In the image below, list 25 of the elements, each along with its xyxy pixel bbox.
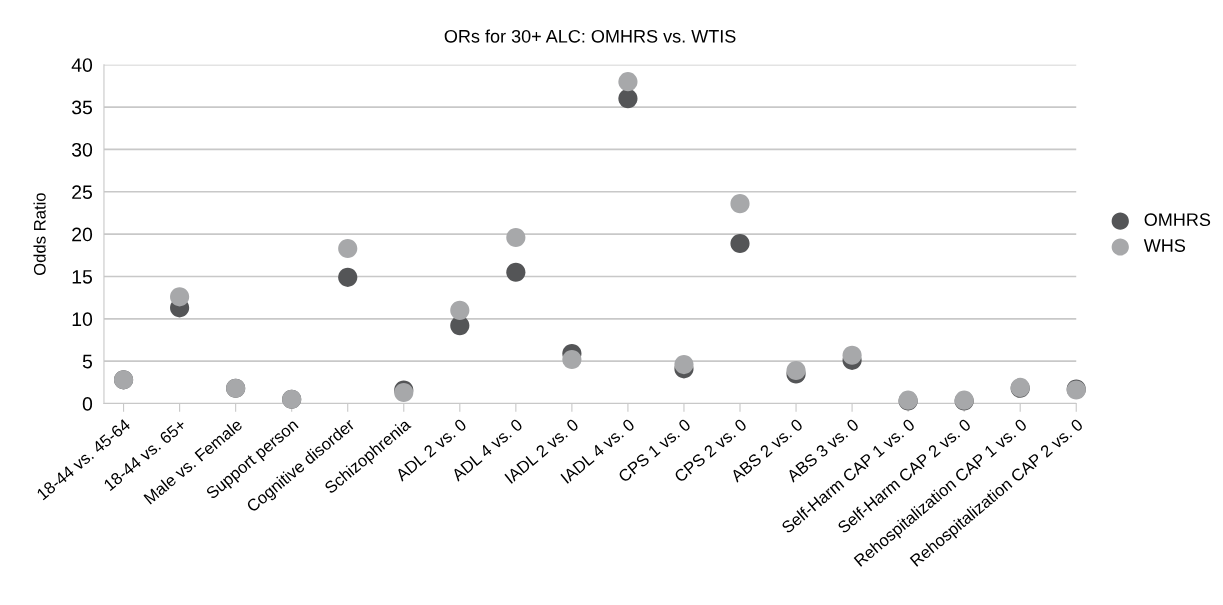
point bbox=[730, 233, 750, 254]
point bbox=[338, 267, 358, 287]
y-tick-label: 30 bbox=[71, 142, 93, 157]
point bbox=[506, 227, 526, 248]
legend-label: OMHRS bbox=[1144, 213, 1211, 227]
y-tick-label: 40 bbox=[71, 58, 93, 72]
point bbox=[618, 89, 638, 109]
y-tick-label: 5 bbox=[82, 354, 93, 369]
y-axis-title: Odds Ratio bbox=[33, 193, 46, 276]
legend-label: WHS bbox=[1143, 239, 1186, 252]
point bbox=[562, 349, 582, 370]
point bbox=[842, 345, 862, 365]
y-tick-label: 0 bbox=[82, 397, 93, 411]
point bbox=[618, 72, 638, 92]
point bbox=[170, 287, 190, 307]
point bbox=[450, 300, 470, 320]
point bbox=[506, 262, 526, 282]
y-tick-label: 15 bbox=[72, 270, 93, 284]
y-tick-label: 20 bbox=[72, 227, 93, 242]
point bbox=[338, 238, 358, 259]
y-tick-label: 25 bbox=[72, 185, 93, 200]
chart-title: ORs for 30+ ALC: OMHRS vs. WTIS bbox=[444, 29, 736, 43]
y-tick-label: 35 bbox=[71, 100, 93, 115]
y-tick-label: 10 bbox=[72, 312, 93, 327]
point bbox=[730, 194, 750, 214]
